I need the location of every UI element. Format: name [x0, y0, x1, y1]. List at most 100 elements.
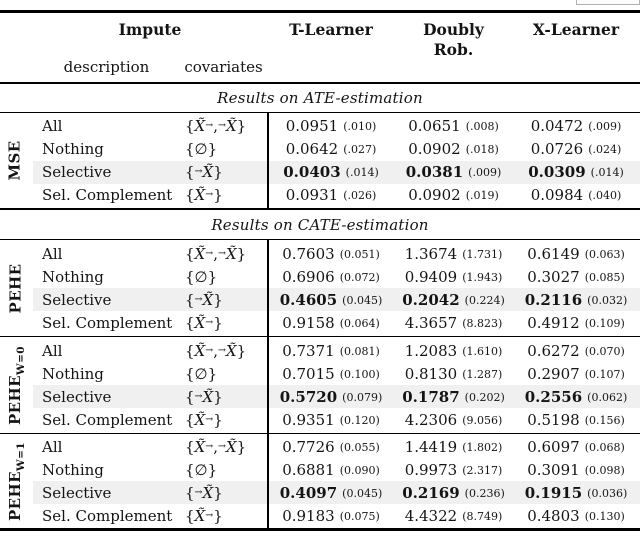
table-row: All {X̃ →, → X̃} 0.7603 (0.051) 1.3674 (1.731) 0…: [0, 242, 640, 265]
std-value: (0.036): [587, 486, 628, 500]
row-covariates: {X̃ →, → X̃}: [185, 117, 247, 135]
row-covariates: {X̃ →, → X̃}: [185, 244, 247, 263]
estimate-value: 0.0651: [408, 117, 461, 135]
rows-pehe-w1: All {X̃ →, → X̃} 0.7726 (0.055) 1.4419 (1.802) 0…: [0, 434, 640, 528]
std-value: (.014): [590, 166, 624, 179]
column-divider: [267, 337, 269, 433]
std-value: (0.236): [464, 486, 505, 500]
estimate-value: 0.4097: [279, 483, 338, 502]
std-value: (0.075): [339, 509, 380, 523]
value-cell: 0.0902 (.018): [395, 138, 512, 161]
value-cell: 0.2169 (0.236): [395, 481, 512, 504]
std-value: (.026): [343, 189, 377, 202]
row-covariates: {X̃ →, → X̃}: [185, 437, 247, 456]
estimate-value: 0.6149: [527, 244, 580, 263]
row-group-label-pehe-w1: PEHEW=1: [0, 434, 33, 528]
estimate-value: 0.0642: [285, 140, 339, 158]
value-cell: 0.9409 (1.943): [395, 265, 512, 288]
estimate-value: 0.8130: [404, 364, 458, 383]
std-value: (1.943): [462, 270, 503, 284]
row-group-label-mse: MSE: [0, 113, 33, 208]
value-cell: 1.2083 (1.610): [395, 339, 512, 362]
std-value: (1.731): [462, 247, 503, 261]
std-value: (.014): [345, 166, 379, 179]
estimate-value: 0.2116: [524, 290, 583, 309]
value-cell: 0.6149 (0.063): [512, 242, 640, 265]
std-value: (8.823): [462, 316, 503, 330]
header-doubly-line1: Doubly: [423, 20, 484, 39]
pehe-w0-bottom-rule: [0, 433, 640, 434]
value-cell: 0.6097 (0.068): [512, 435, 640, 458]
table-row: All {X̃ →, → X̃} 0.7371 (0.081) 1.2083 (1.610) 0…: [0, 339, 640, 362]
estimate-value: 0.9351: [282, 410, 335, 429]
table-row: Selective{→ X̃} 0.4605 (0.045) 0.2042 (0.224)…: [0, 288, 640, 311]
estimate-value: 0.0902: [408, 140, 461, 158]
table-row: Selective{→ X̃} 0.0403 (.014) 0.0381 (.009) 0.…: [0, 160, 640, 184]
estimate-value: 0.0381: [405, 163, 464, 181]
estimate-value: 1.4419: [404, 437, 458, 456]
estimate-value: 0.2169: [402, 483, 460, 502]
table-row: Sel. Complement {X̃ →} 0.0931 (.026) 0.0902 (.…: [0, 184, 640, 207]
table-row: Nothing {∅} 0.7015 (0.100) 0.8130 (1.287) 0.29…: [0, 362, 640, 385]
std-value: (0.032): [587, 293, 628, 307]
std-value: (0.156): [584, 413, 625, 427]
std-value: (0.109): [584, 316, 625, 330]
row-description: Selective: [33, 288, 180, 311]
header-doubly-robust: Doubly Rob.: [395, 13, 512, 59]
estimate-value: 0.6906: [282, 267, 335, 286]
std-value: (0.064): [339, 316, 380, 330]
value-cell: 1.3674 (1.731): [395, 242, 512, 265]
std-value: (0.045): [342, 293, 383, 307]
row-description: Sel. Complement: [42, 313, 173, 332]
row-description: Sel. Complement: [42, 410, 173, 429]
estimate-value: 4.4322: [404, 506, 458, 525]
value-cell: 0.2042 (0.224): [395, 288, 512, 311]
subheader-covariates: covariates: [184, 58, 263, 76]
row-description: Nothing: [42, 140, 104, 158]
bottom-rule: [0, 528, 640, 531]
header-rule: [0, 82, 640, 84]
std-value: (.024): [588, 143, 622, 156]
value-cell: 0.1787 (0.202): [395, 385, 512, 408]
std-value: (0.062): [587, 390, 628, 404]
column-divider: [267, 434, 269, 528]
column-divider: [267, 113, 269, 208]
value-cell: 0.0726 (.024): [512, 138, 640, 161]
estimate-value: 0.0309: [528, 163, 586, 181]
table-row: Sel. Complement {X̃ →} 0.9351 (0.120) 4.2306 (…: [0, 408, 640, 431]
estimate-value: 0.1787: [402, 387, 460, 406]
section-title-ate: Results on ATE-estimation: [217, 89, 423, 107]
std-value: (0.107): [584, 367, 625, 381]
row-covariates: {X̃ →}: [185, 410, 223, 429]
estimate-value: 0.0984: [530, 186, 584, 204]
ate-title-rule: [0, 112, 640, 113]
std-value: (9.056): [462, 413, 503, 427]
estimate-value: 0.1915: [524, 483, 583, 502]
value-cell: 4.3657 (8.823): [395, 311, 512, 334]
estimate-value: 0.4605: [279, 290, 338, 309]
row-description: Selective: [33, 481, 180, 504]
table-row: Sel. Complement {X̃ →} 0.9158 (0.064) 4.3657 (…: [0, 311, 640, 334]
section-pehe-w0: All {X̃ →, → X̃} 0.7371 (0.081) 1.2083 (1.610) 0…: [0, 337, 640, 433]
estimate-value: 0.9158: [282, 313, 335, 332]
value-cell: 0.0951 (.010): [267, 115, 395, 138]
std-value: (0.224): [464, 293, 505, 307]
row-description: All: [42, 437, 63, 456]
std-value: (8.749): [462, 509, 503, 523]
std-value: (0.090): [339, 463, 380, 477]
table-row: All {X̃ →, → X̃} 0.7726 (0.055) 1.4419 (1.802) 0…: [0, 435, 640, 458]
value-cell: 0.5198 (0.156): [512, 408, 640, 431]
std-value: (.018): [465, 143, 499, 156]
top-rule: [0, 10, 640, 13]
value-cell: 0.3027 (0.085): [512, 265, 640, 288]
estimate-value: 0.9409: [404, 267, 458, 286]
table-row: Nothing {∅} 0.0642 (.027) 0.0902 (.018) 0.0726…: [0, 138, 640, 161]
value-cell: 0.6906 (0.072): [267, 265, 395, 288]
std-value: (0.130): [584, 509, 625, 523]
value-cell: 0.4912 (0.109): [512, 311, 640, 334]
row-description: Nothing: [42, 460, 104, 479]
header-t-learner: T-Learner: [289, 20, 373, 39]
row-description: Nothing: [42, 364, 104, 383]
estimate-value: 0.2042: [402, 290, 460, 309]
value-cell: 0.5720 (0.079): [267, 385, 395, 408]
